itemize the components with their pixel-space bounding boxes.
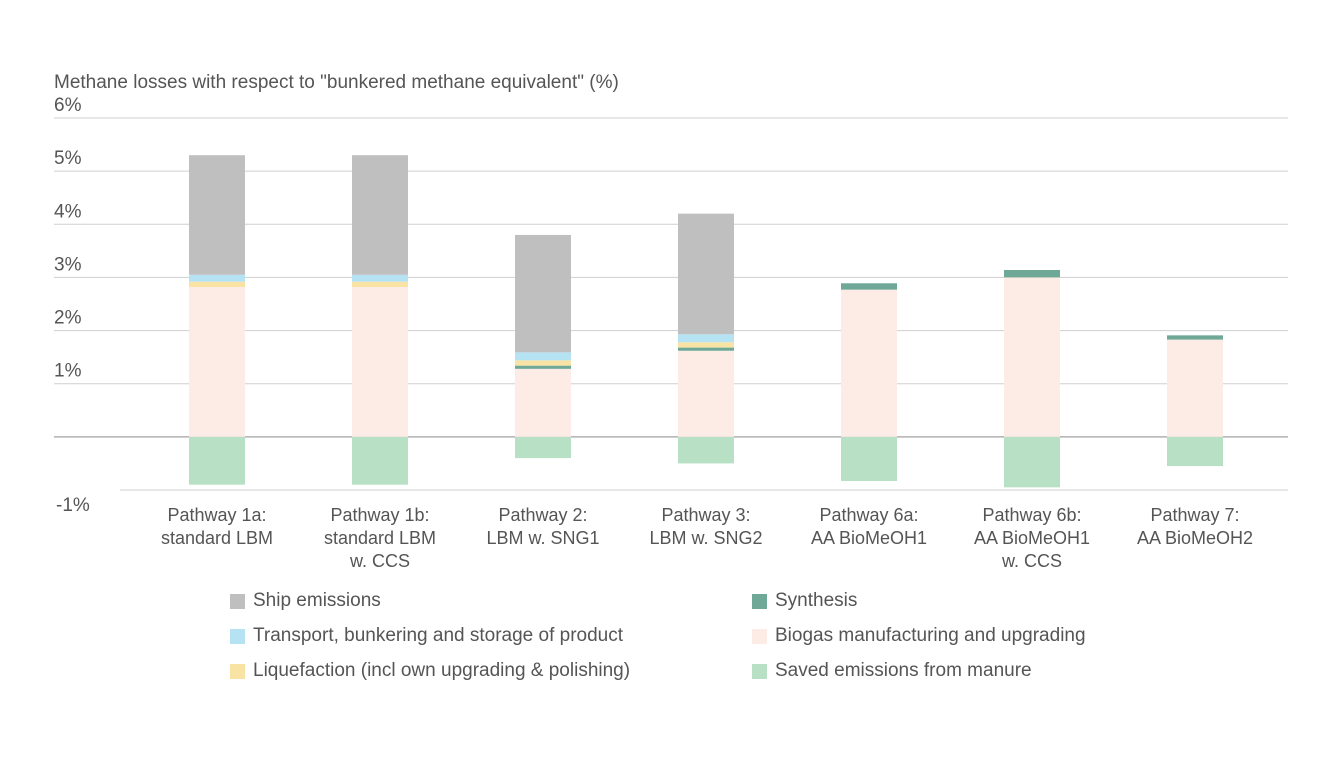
x-category-label: Pathway 1a: standard LBM xyxy=(161,505,273,548)
y-tick-label: 3% xyxy=(54,254,82,275)
bar-segment-liquefaction-incl-own-upgrading-polishing xyxy=(352,281,408,287)
chart-title: Methane losses with respect to "bunkered… xyxy=(54,72,619,93)
bar-segment-biogas-manufacturing-and-upgrading xyxy=(1004,277,1060,437)
x-category-label: Pathway 6a: AA BioMeOH1 xyxy=(811,505,927,548)
x-category-label: Pathway 6b: AA BioMeOH1 w. CCS xyxy=(974,505,1090,571)
bar-segment-ship-emissions xyxy=(678,213,734,335)
bar-segment-synthesis xyxy=(678,347,734,351)
y-tick-label: 4% xyxy=(54,201,82,222)
y-tick-label: -1% xyxy=(56,495,90,516)
bar-segment-biogas-manufacturing-and-upgrading xyxy=(841,289,897,437)
legend-swatch xyxy=(752,663,767,679)
bar-segment-saved-emissions-from-manure xyxy=(189,436,245,485)
bar-segment-saved-emissions-from-manure xyxy=(352,436,408,485)
bar-segment-transport-bunkering-and-storage-of-product xyxy=(515,352,571,361)
bar-segment-synthesis xyxy=(1004,269,1060,278)
legend-label: Biogas manufacturing and upgrading xyxy=(775,625,1086,646)
bar-segment-biogas-manufacturing-and-upgrading xyxy=(1167,339,1223,437)
legend-swatch xyxy=(752,628,767,644)
legend-swatch xyxy=(752,593,767,609)
x-category-label: Pathway 7: AA BioMeOH2 xyxy=(1137,505,1253,548)
legend-item: Saved emissions from manure xyxy=(752,660,1032,682)
bar-segment-transport-bunkering-and-storage-of-product xyxy=(352,274,408,282)
bar-segment-ship-emissions xyxy=(189,155,245,275)
x-axis-labels: Pathway 1a: standard LBM Pathway 1b: standa… xyxy=(161,505,1253,571)
legend-item: Liquefaction (incl own upgrading & polis… xyxy=(230,660,630,682)
bar-segment-synthesis xyxy=(841,283,897,290)
bar-segment-saved-emissions-from-manure xyxy=(841,436,897,481)
legend-item: Synthesis xyxy=(752,590,857,612)
bar-segment-saved-emissions-from-manure xyxy=(678,436,734,464)
legend-label: Liquefaction (incl own upgrading & polis… xyxy=(253,660,631,681)
legend-item: Ship emissions xyxy=(230,590,381,612)
bar-segment-liquefaction-incl-own-upgrading-polishing xyxy=(189,281,245,287)
grid-lines xyxy=(54,117,1288,491)
legend-item: Biogas manufacturing and upgrading xyxy=(752,625,1086,647)
bar-segment-synthesis xyxy=(1167,335,1223,340)
bar-segment-transport-bunkering-and-storage-of-product xyxy=(189,274,245,282)
bar-segment-biogas-manufacturing-and-upgrading xyxy=(515,368,571,437)
y-tick-label: 6% xyxy=(54,95,82,116)
x-category-label: Pathway 2: LBM w. SNG1 xyxy=(486,505,599,548)
chart-plot: -1%1%2%3%4%5%6% Pathway 1a: standard LBMP… xyxy=(54,95,1288,571)
bar-segment-saved-emissions-from-manure xyxy=(1167,436,1223,467)
bar-segment-ship-emissions xyxy=(352,155,408,275)
x-category-label: Pathway 1b: standard LBM w. CCS xyxy=(324,505,436,571)
bar-segment-biogas-manufacturing-and-upgrading xyxy=(189,286,245,437)
bar-segment-synthesis xyxy=(515,365,571,369)
bar-segment-saved-emissions-from-manure xyxy=(1004,436,1060,488)
legend-swatch xyxy=(230,628,245,644)
y-tick-label: 2% xyxy=(54,308,82,329)
bar-segment-saved-emissions-from-manure xyxy=(515,436,571,459)
bar-segment-biogas-manufacturing-and-upgrading xyxy=(352,286,408,437)
bar-segment-liquefaction-incl-own-upgrading-polishing xyxy=(678,342,734,348)
y-tick-label: 5% xyxy=(54,148,82,169)
bar-segment-transport-bunkering-and-storage-of-product xyxy=(678,334,734,343)
x-category-label: Pathway 3: LBM w. SNG2 xyxy=(649,505,762,548)
y-axis-ticks: -1% 1% 2% 3% 4% 5% 6% xyxy=(54,95,90,516)
bars xyxy=(189,155,1223,488)
y-tick-label: 1% xyxy=(54,361,82,382)
legend-swatch xyxy=(230,663,245,679)
legend-label: Synthesis xyxy=(775,590,858,611)
legend-item: Transport, bunkering and storage of prod… xyxy=(230,625,623,647)
legend-swatch xyxy=(230,593,245,609)
legend-label: Ship emissions xyxy=(253,590,381,611)
bar-segment-biogas-manufacturing-and-upgrading xyxy=(678,350,734,437)
bar-segment-ship-emissions xyxy=(515,234,571,353)
bar-segment-liquefaction-incl-own-upgrading-polishing xyxy=(515,360,571,366)
legend-label: Saved emissions from manure xyxy=(775,660,1032,681)
legend-label: Transport, bunkering and storage of prod… xyxy=(253,625,624,646)
